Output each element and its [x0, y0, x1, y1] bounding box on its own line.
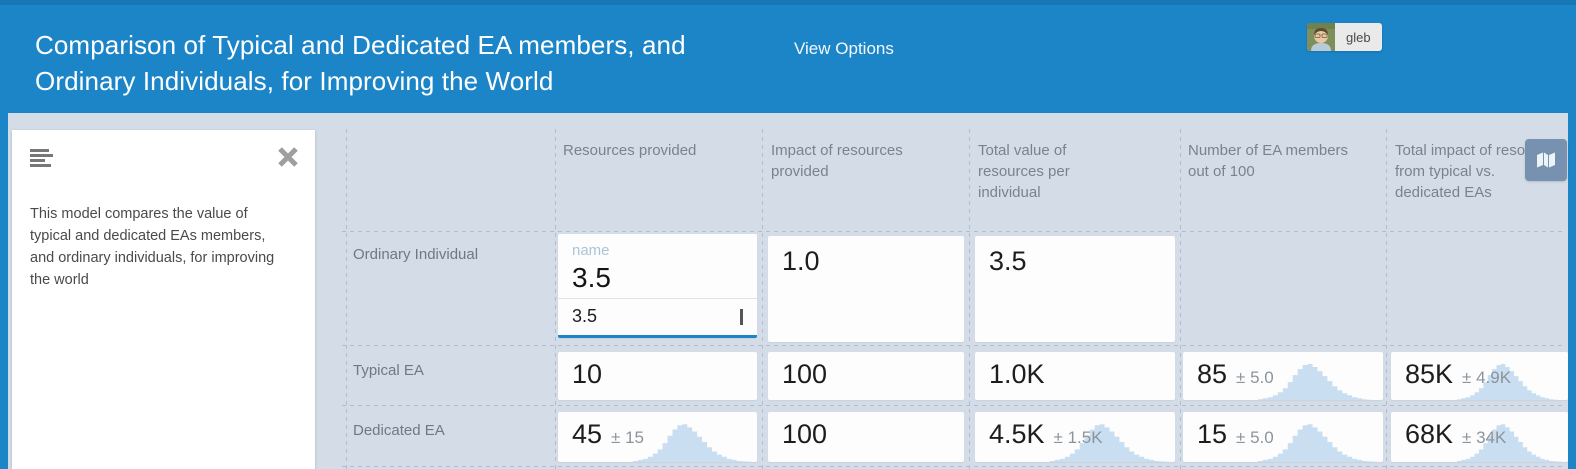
metric-value: 1.0 — [782, 246, 820, 277]
metric-value: 45 — [572, 419, 602, 450]
username-label: gleb — [1335, 30, 1382, 45]
user-avatar — [1307, 23, 1335, 51]
text-lines-icon — [30, 148, 56, 168]
metric-uncertainty: ± 4.9K — [1462, 368, 1511, 388]
description-card: This model compares the value of typical… — [12, 130, 315, 469]
user-menu[interactable]: gleb — [1307, 23, 1382, 51]
column-header[interactable]: Impact of resources provided — [771, 140, 936, 182]
metric-cell-editing[interactable]: 3.5 — [558, 234, 757, 338]
description-text[interactable]: This model compares the value of typical… — [30, 203, 288, 291]
metric-name-input[interactable] — [572, 242, 732, 259]
metric-cell[interactable]: 10 — [558, 352, 757, 400]
metric-cell[interactable]: 100 — [768, 412, 964, 462]
metric-value: 68K — [1405, 419, 1453, 450]
metric-value: 4.5K — [989, 419, 1045, 450]
metric-value: 3.5 — [572, 262, 743, 294]
metric-value: 100 — [782, 359, 827, 390]
grid-vline — [762, 129, 763, 469]
metric-cell[interactable]: 1.0 — [768, 236, 964, 342]
metric-cell[interactable]: 1.0K — [975, 352, 1175, 400]
row-header[interactable]: Dedicated EA — [353, 422, 445, 439]
model-canvas: This model compares the value of typical… — [8, 113, 1568, 469]
column-header[interactable]: Resources provided — [563, 140, 753, 161]
metric-value: 10 — [572, 359, 602, 390]
metric-uncertainty: ± 1.5K — [1054, 428, 1103, 448]
metric-uncertainty: ± 15 — [611, 428, 644, 448]
metric-cell[interactable]: 4.5K ± 1.5K — [975, 412, 1175, 462]
metric-cell[interactable]: 3.5 — [975, 236, 1175, 342]
metric-formula-input[interactable] — [572, 306, 712, 327]
metric-uncertainty: ± 5.0 — [1236, 368, 1274, 388]
metric-value: 100 — [782, 419, 827, 450]
row-header[interactable]: Ordinary Individual — [353, 246, 478, 263]
metric-cell[interactable]: 85K ± 4.9K — [1391, 352, 1568, 400]
metric-value: 1.0K — [989, 359, 1045, 390]
metric-uncertainty: ± 34K — [1462, 428, 1506, 448]
grid-vline — [1386, 129, 1387, 469]
column-header[interactable]: Total value of resources per individual — [978, 140, 1108, 203]
model-title[interactable]: Comparison of Typical and Dedicated EA m… — [35, 27, 735, 99]
grid-hline — [342, 466, 1562, 467]
map-icon — [1536, 151, 1556, 169]
metric-uncertainty: ± 5.0 — [1236, 428, 1274, 448]
metric-cell[interactable]: 85 ± 5.0 — [1183, 352, 1383, 400]
grid-vline — [1180, 129, 1181, 469]
grid-vline — [346, 129, 347, 469]
column-header[interactable]: Number of EA members out of 100 — [1188, 140, 1358, 182]
metric-value: 3.5 — [989, 246, 1027, 277]
row-header[interactable]: Typical EA — [353, 362, 424, 379]
grid-vline — [555, 129, 556, 469]
grid-vline — [969, 129, 970, 469]
grid-hline — [342, 231, 1562, 232]
grid-hline — [342, 405, 1562, 406]
app-header: Comparison of Typical and Dedicated EA m… — [0, 0, 1576, 113]
map-view-button[interactable] — [1525, 139, 1567, 181]
text-cursor — [740, 309, 743, 325]
metric-cell[interactable]: 15 ± 5.0 — [1183, 412, 1383, 462]
view-options-button[interactable]: View Options — [794, 39, 894, 59]
metric-cell[interactable]: 100 — [768, 352, 964, 400]
metric-cell[interactable]: 68K ± 34K — [1391, 412, 1568, 462]
metric-value: 85K — [1405, 359, 1453, 390]
metric-value: 85 — [1197, 359, 1227, 390]
metric-value: 15 — [1197, 419, 1227, 450]
grid-hline — [342, 345, 1562, 346]
metric-cell[interactable]: 45 ± 15 — [558, 412, 757, 462]
close-icon[interactable] — [277, 146, 299, 168]
